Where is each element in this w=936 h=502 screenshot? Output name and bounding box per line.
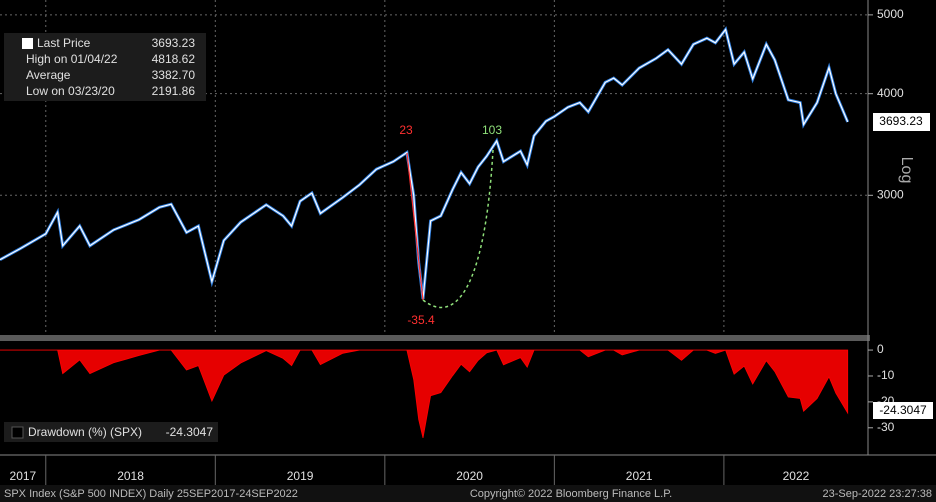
legend-swatch [22, 38, 33, 49]
panel-separator [0, 335, 870, 341]
x-tick-label: 2018 [117, 469, 144, 483]
stat-value: 2191.86 [152, 84, 196, 98]
y-tick-label: 4000 [877, 86, 904, 100]
decline-days: 23 [399, 123, 413, 137]
legend-value: 3693.23 [152, 36, 196, 50]
stat-label: High on 01/04/22 [26, 52, 118, 66]
y-tick-label: 0 [877, 342, 884, 356]
last-price-box [873, 113, 930, 131]
stat-label: Low on 03/23/20 [26, 84, 115, 98]
y-tick-label: -10 [877, 368, 895, 382]
y-tick-label: 5000 [877, 7, 904, 21]
stat-value: 4818.62 [152, 52, 196, 66]
footer-right: 23-Sep-2022 23:27:38 [823, 488, 932, 500]
stat-label: Average [26, 68, 71, 82]
x-tick-label: 2021 [626, 469, 653, 483]
footer-bar [0, 485, 936, 502]
last-drawdown-box [873, 402, 933, 419]
y-tick-label: -30 [877, 420, 895, 434]
last-drawdown-label: -24.3047 [879, 403, 927, 417]
legend-value: -24.3047 [166, 425, 214, 439]
last-price-label: 3693.23 [879, 114, 923, 128]
drawdown-area [0, 349, 849, 438]
footer-left: SPX Index (S&P 500 INDEX) Daily 25SEP201… [4, 488, 298, 500]
legend-box [4, 33, 206, 101]
decline-line [406, 152, 424, 301]
stat-value: 3382.70 [152, 68, 196, 82]
drawdown-annotation: -35.4 [407, 313, 435, 327]
recovery-days: 103 [482, 123, 502, 137]
y-tick-label: 3000 [877, 187, 904, 201]
legend-swatch [11, 426, 24, 439]
recovery-curve [422, 149, 494, 309]
legend-box [4, 422, 218, 442]
x-tick-label: 2017 [10, 469, 37, 483]
x-tick-label: 2019 [287, 469, 314, 483]
axis-label: Log [898, 157, 915, 184]
legend-label: Last Price [37, 36, 91, 50]
footer-center: Copyright© 2022 Bloomberg Finance L.P. [470, 488, 672, 500]
legend-label: Drawdown (%) (SPX) [28, 425, 142, 439]
x-tick-label: 2022 [783, 469, 810, 483]
price-line [0, 28, 849, 300]
x-tick-label: 2020 [456, 469, 483, 483]
